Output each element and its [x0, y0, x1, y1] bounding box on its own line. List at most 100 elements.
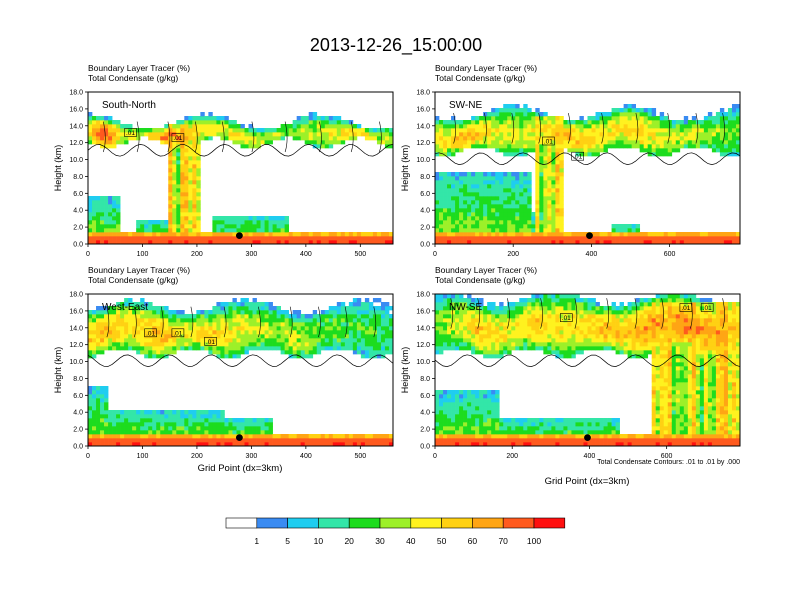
field-cell: [232, 136, 237, 141]
field-cell: [515, 136, 520, 141]
field-cell: [100, 124, 105, 129]
field-cell: [232, 224, 237, 229]
field-cell: [120, 342, 125, 347]
field-cell: [176, 232, 181, 237]
field-cell: [372, 306, 378, 311]
field-cell: [455, 442, 460, 447]
field-cell: [687, 240, 693, 245]
field-cell: [471, 180, 476, 185]
field-cell: [535, 224, 540, 229]
field-cell: [483, 310, 488, 315]
field-cell: [443, 338, 448, 343]
field-cell: [96, 124, 101, 129]
field-cell: [471, 422, 476, 427]
field-cell: [336, 334, 342, 339]
field-cell: [467, 310, 472, 315]
field-cell: [328, 346, 334, 351]
panel-west-east: Boundary Layer Tracer (%) Total Condensa…: [53, 265, 394, 474]
field-cell: [491, 176, 496, 181]
field-cell: [152, 346, 157, 351]
field-cell: [447, 140, 452, 145]
field-cell: [288, 124, 294, 129]
field-cell: [312, 124, 318, 129]
field-cell: [475, 414, 480, 419]
field-cell: [164, 354, 169, 359]
field-cell: [707, 116, 713, 121]
field-cell: [647, 232, 653, 237]
field-cell: [543, 200, 548, 205]
field-cell: [136, 430, 141, 435]
field-cell: [511, 188, 516, 193]
field-cell: [583, 124, 588, 129]
field-cell: [180, 422, 185, 427]
field-cell: [224, 132, 229, 137]
field-cell: [224, 302, 229, 307]
field-cell: [471, 136, 476, 141]
field-cell: [463, 224, 468, 229]
field-cell: [735, 236, 741, 241]
field-cell: [527, 112, 532, 117]
field-cell: [156, 220, 161, 225]
field-cell: [300, 334, 306, 339]
field-cell: [256, 132, 261, 137]
field-cell: [583, 298, 588, 303]
field-cell: [499, 188, 504, 193]
field-cell: [535, 418, 540, 423]
field-cell: [483, 240, 488, 245]
field-cell: [499, 112, 504, 117]
field-cell: [571, 144, 576, 149]
field-cell: [503, 116, 508, 121]
field-cell: [224, 318, 229, 323]
field-cell: [200, 322, 205, 327]
field-cell: [447, 192, 452, 197]
field-cell: [168, 346, 173, 351]
field-cell: [240, 136, 245, 141]
field-cell: [152, 228, 157, 233]
field-cell: [148, 354, 153, 359]
field-cell: [360, 334, 366, 339]
field-cell: [208, 338, 213, 343]
field-cell: [447, 430, 452, 435]
plot-frame: [434, 91, 741, 245]
field-cell: [587, 120, 592, 125]
field-cell: [467, 390, 472, 395]
field-cell: [591, 236, 596, 241]
field-cell: [368, 434, 374, 439]
field-cell: [264, 326, 269, 331]
field-cell: [479, 346, 484, 351]
field-cell: [120, 314, 125, 319]
y-tick-label: 18.0: [69, 292, 83, 299]
field-cell: [180, 132, 185, 137]
field-cell: [611, 232, 616, 237]
field-cell: [236, 314, 241, 319]
field-cell: [88, 410, 93, 415]
field-cell: [132, 422, 137, 427]
field-cell: [555, 240, 560, 245]
field-cell: [112, 196, 117, 201]
field-cell: [443, 426, 448, 431]
field-cell: [352, 346, 358, 351]
field-cell: [471, 330, 476, 335]
field-cell: [188, 216, 193, 221]
field-cell: [587, 152, 592, 157]
field-cell: [216, 310, 221, 315]
field-cell: [451, 414, 456, 419]
field-cell: [276, 434, 281, 439]
field-cell: [579, 342, 584, 347]
field-cell: [196, 330, 201, 335]
field-cell: [156, 414, 161, 419]
field-cell: [176, 326, 181, 331]
field-cell: [100, 406, 105, 411]
field-cell: [683, 140, 689, 145]
field-cell: [244, 434, 249, 439]
field-cell: [324, 342, 330, 347]
field-cell: [539, 160, 544, 165]
field-cell: [108, 208, 113, 213]
field-cell: [296, 236, 302, 241]
field-cell: [483, 144, 488, 149]
field-cell: [296, 442, 302, 447]
field-cell: [719, 108, 725, 113]
field-cell: [547, 188, 552, 193]
field-cell: [256, 442, 261, 447]
field-cell: [483, 132, 488, 137]
